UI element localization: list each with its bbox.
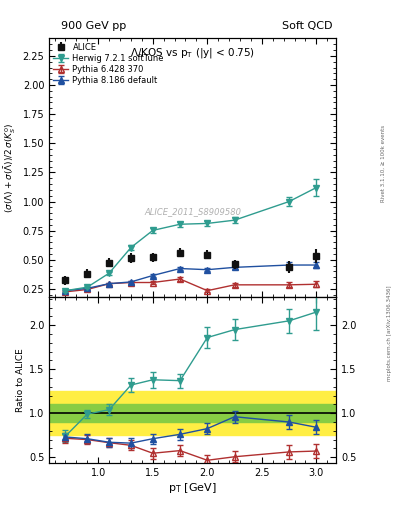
X-axis label: p$_\mathrm{T}$ [GeV]: p$_\mathrm{T}$ [GeV] (168, 481, 217, 495)
Bar (49, 391, 336, 435)
Y-axis label: $(\sigma(\Lambda)+\sigma(\bar{\Lambda}))/2\,\sigma(K^0_S)$: $(\sigma(\Lambda)+\sigma(\bar{\Lambda}))… (3, 122, 18, 213)
Text: Soft QCD: Soft QCD (282, 20, 332, 31)
Text: $\Lambda$/KOS vs p$_\mathrm{T}$ (|y| < 0.75): $\Lambda$/KOS vs p$_\mathrm{T}$ (|y| < 0… (130, 46, 255, 60)
Legend: ALICE, Herwig 7.2.1 softTune, Pythia 6.428 370, Pythia 8.186 default: ALICE, Herwig 7.2.1 softTune, Pythia 6.4… (51, 41, 165, 87)
Text: 900 GeV pp: 900 GeV pp (61, 20, 126, 31)
Text: mcplots.cern.ch [arXiv:1306.3436]: mcplots.cern.ch [arXiv:1306.3436] (387, 285, 391, 380)
Y-axis label: Ratio to ALICE: Ratio to ALICE (16, 348, 25, 412)
Text: Rivet 3.1.10, ≥ 100k events: Rivet 3.1.10, ≥ 100k events (381, 125, 386, 202)
Bar (49, 404, 336, 422)
Text: ALICE_2011_S8909580: ALICE_2011_S8909580 (144, 207, 241, 216)
